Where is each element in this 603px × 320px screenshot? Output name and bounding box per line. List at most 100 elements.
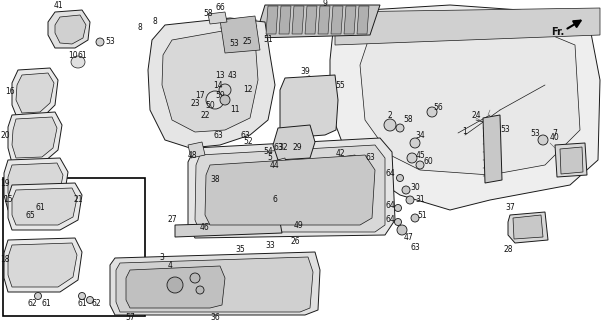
Text: 35: 35 bbox=[235, 245, 245, 254]
Text: 30: 30 bbox=[410, 183, 420, 193]
Text: 56: 56 bbox=[433, 103, 443, 113]
Text: 23: 23 bbox=[190, 99, 200, 108]
Circle shape bbox=[416, 161, 424, 169]
Polygon shape bbox=[188, 138, 395, 238]
Text: 32: 32 bbox=[278, 143, 288, 153]
Polygon shape bbox=[220, 165, 240, 180]
Text: 29: 29 bbox=[292, 143, 302, 153]
Text: 61: 61 bbox=[41, 299, 51, 308]
Text: 61: 61 bbox=[77, 51, 87, 60]
Text: 16: 16 bbox=[5, 87, 15, 97]
Ellipse shape bbox=[71, 56, 85, 68]
Text: 63: 63 bbox=[213, 131, 223, 140]
Text: 19: 19 bbox=[0, 179, 10, 188]
Text: 65: 65 bbox=[25, 211, 35, 220]
Polygon shape bbox=[357, 6, 369, 34]
Polygon shape bbox=[55, 15, 86, 44]
Circle shape bbox=[220, 95, 230, 105]
Circle shape bbox=[410, 138, 420, 148]
Text: 27: 27 bbox=[167, 215, 177, 225]
Polygon shape bbox=[8, 112, 62, 163]
Text: 43: 43 bbox=[227, 70, 237, 79]
Text: 4: 4 bbox=[168, 260, 172, 269]
Polygon shape bbox=[162, 30, 258, 132]
Polygon shape bbox=[335, 8, 600, 45]
Circle shape bbox=[538, 135, 548, 145]
Polygon shape bbox=[513, 215, 543, 239]
Text: 66: 66 bbox=[215, 4, 225, 12]
Text: 9: 9 bbox=[323, 0, 327, 7]
Text: 8: 8 bbox=[153, 18, 157, 27]
Polygon shape bbox=[483, 115, 502, 183]
Text: 51: 51 bbox=[263, 36, 273, 44]
Text: 64: 64 bbox=[385, 215, 395, 225]
Ellipse shape bbox=[219, 84, 231, 96]
Text: 58: 58 bbox=[403, 116, 413, 124]
Text: 47: 47 bbox=[403, 234, 413, 243]
Text: 25: 25 bbox=[242, 37, 252, 46]
Text: 62: 62 bbox=[27, 299, 37, 308]
Text: 57: 57 bbox=[125, 314, 135, 320]
Text: 49: 49 bbox=[293, 220, 303, 229]
Polygon shape bbox=[175, 222, 282, 237]
Text: 59: 59 bbox=[215, 91, 225, 100]
Circle shape bbox=[38, 209, 46, 217]
Text: 22: 22 bbox=[200, 110, 210, 119]
Text: 18: 18 bbox=[0, 255, 10, 265]
Text: 63: 63 bbox=[240, 131, 250, 140]
Text: 37: 37 bbox=[505, 204, 515, 212]
Polygon shape bbox=[280, 75, 338, 138]
Circle shape bbox=[411, 214, 419, 222]
Circle shape bbox=[427, 107, 437, 117]
Polygon shape bbox=[292, 6, 304, 34]
Circle shape bbox=[167, 277, 183, 293]
Text: 61: 61 bbox=[35, 204, 45, 212]
Text: 53: 53 bbox=[229, 39, 239, 49]
Circle shape bbox=[394, 204, 402, 212]
Text: 40: 40 bbox=[550, 133, 560, 142]
Polygon shape bbox=[12, 68, 58, 120]
Polygon shape bbox=[273, 125, 315, 160]
Circle shape bbox=[396, 124, 404, 132]
Polygon shape bbox=[8, 183, 82, 230]
Polygon shape bbox=[205, 155, 375, 225]
Text: 63: 63 bbox=[365, 154, 375, 163]
Polygon shape bbox=[8, 163, 63, 205]
Text: 5: 5 bbox=[268, 153, 273, 162]
Circle shape bbox=[407, 153, 417, 163]
Text: 62: 62 bbox=[91, 299, 101, 308]
Text: 53: 53 bbox=[500, 125, 510, 134]
Polygon shape bbox=[110, 252, 320, 315]
Polygon shape bbox=[560, 147, 583, 174]
Polygon shape bbox=[126, 266, 225, 308]
Circle shape bbox=[34, 292, 42, 300]
Polygon shape bbox=[266, 6, 278, 34]
Circle shape bbox=[78, 292, 86, 300]
Circle shape bbox=[384, 119, 396, 131]
Bar bbox=[3, 178, 145, 316]
Circle shape bbox=[86, 297, 93, 303]
Text: 36: 36 bbox=[210, 314, 220, 320]
Text: 39: 39 bbox=[300, 68, 310, 76]
Polygon shape bbox=[48, 10, 90, 48]
Polygon shape bbox=[8, 243, 77, 287]
Text: 53: 53 bbox=[105, 37, 115, 46]
Text: 26: 26 bbox=[290, 237, 300, 246]
Text: 54: 54 bbox=[263, 148, 273, 156]
Text: 63: 63 bbox=[410, 244, 420, 252]
Text: 10: 10 bbox=[68, 51, 78, 60]
Text: 14: 14 bbox=[213, 81, 223, 90]
Text: 63: 63 bbox=[273, 143, 283, 153]
Polygon shape bbox=[16, 73, 54, 113]
Text: 7: 7 bbox=[552, 129, 557, 138]
Text: 60: 60 bbox=[423, 157, 433, 166]
Polygon shape bbox=[12, 188, 77, 225]
Polygon shape bbox=[255, 5, 380, 38]
Polygon shape bbox=[318, 6, 330, 34]
Text: 34: 34 bbox=[415, 131, 425, 140]
Polygon shape bbox=[331, 6, 343, 34]
Polygon shape bbox=[116, 257, 313, 312]
Circle shape bbox=[394, 219, 402, 226]
Circle shape bbox=[28, 209, 36, 217]
Text: 15: 15 bbox=[3, 196, 13, 204]
